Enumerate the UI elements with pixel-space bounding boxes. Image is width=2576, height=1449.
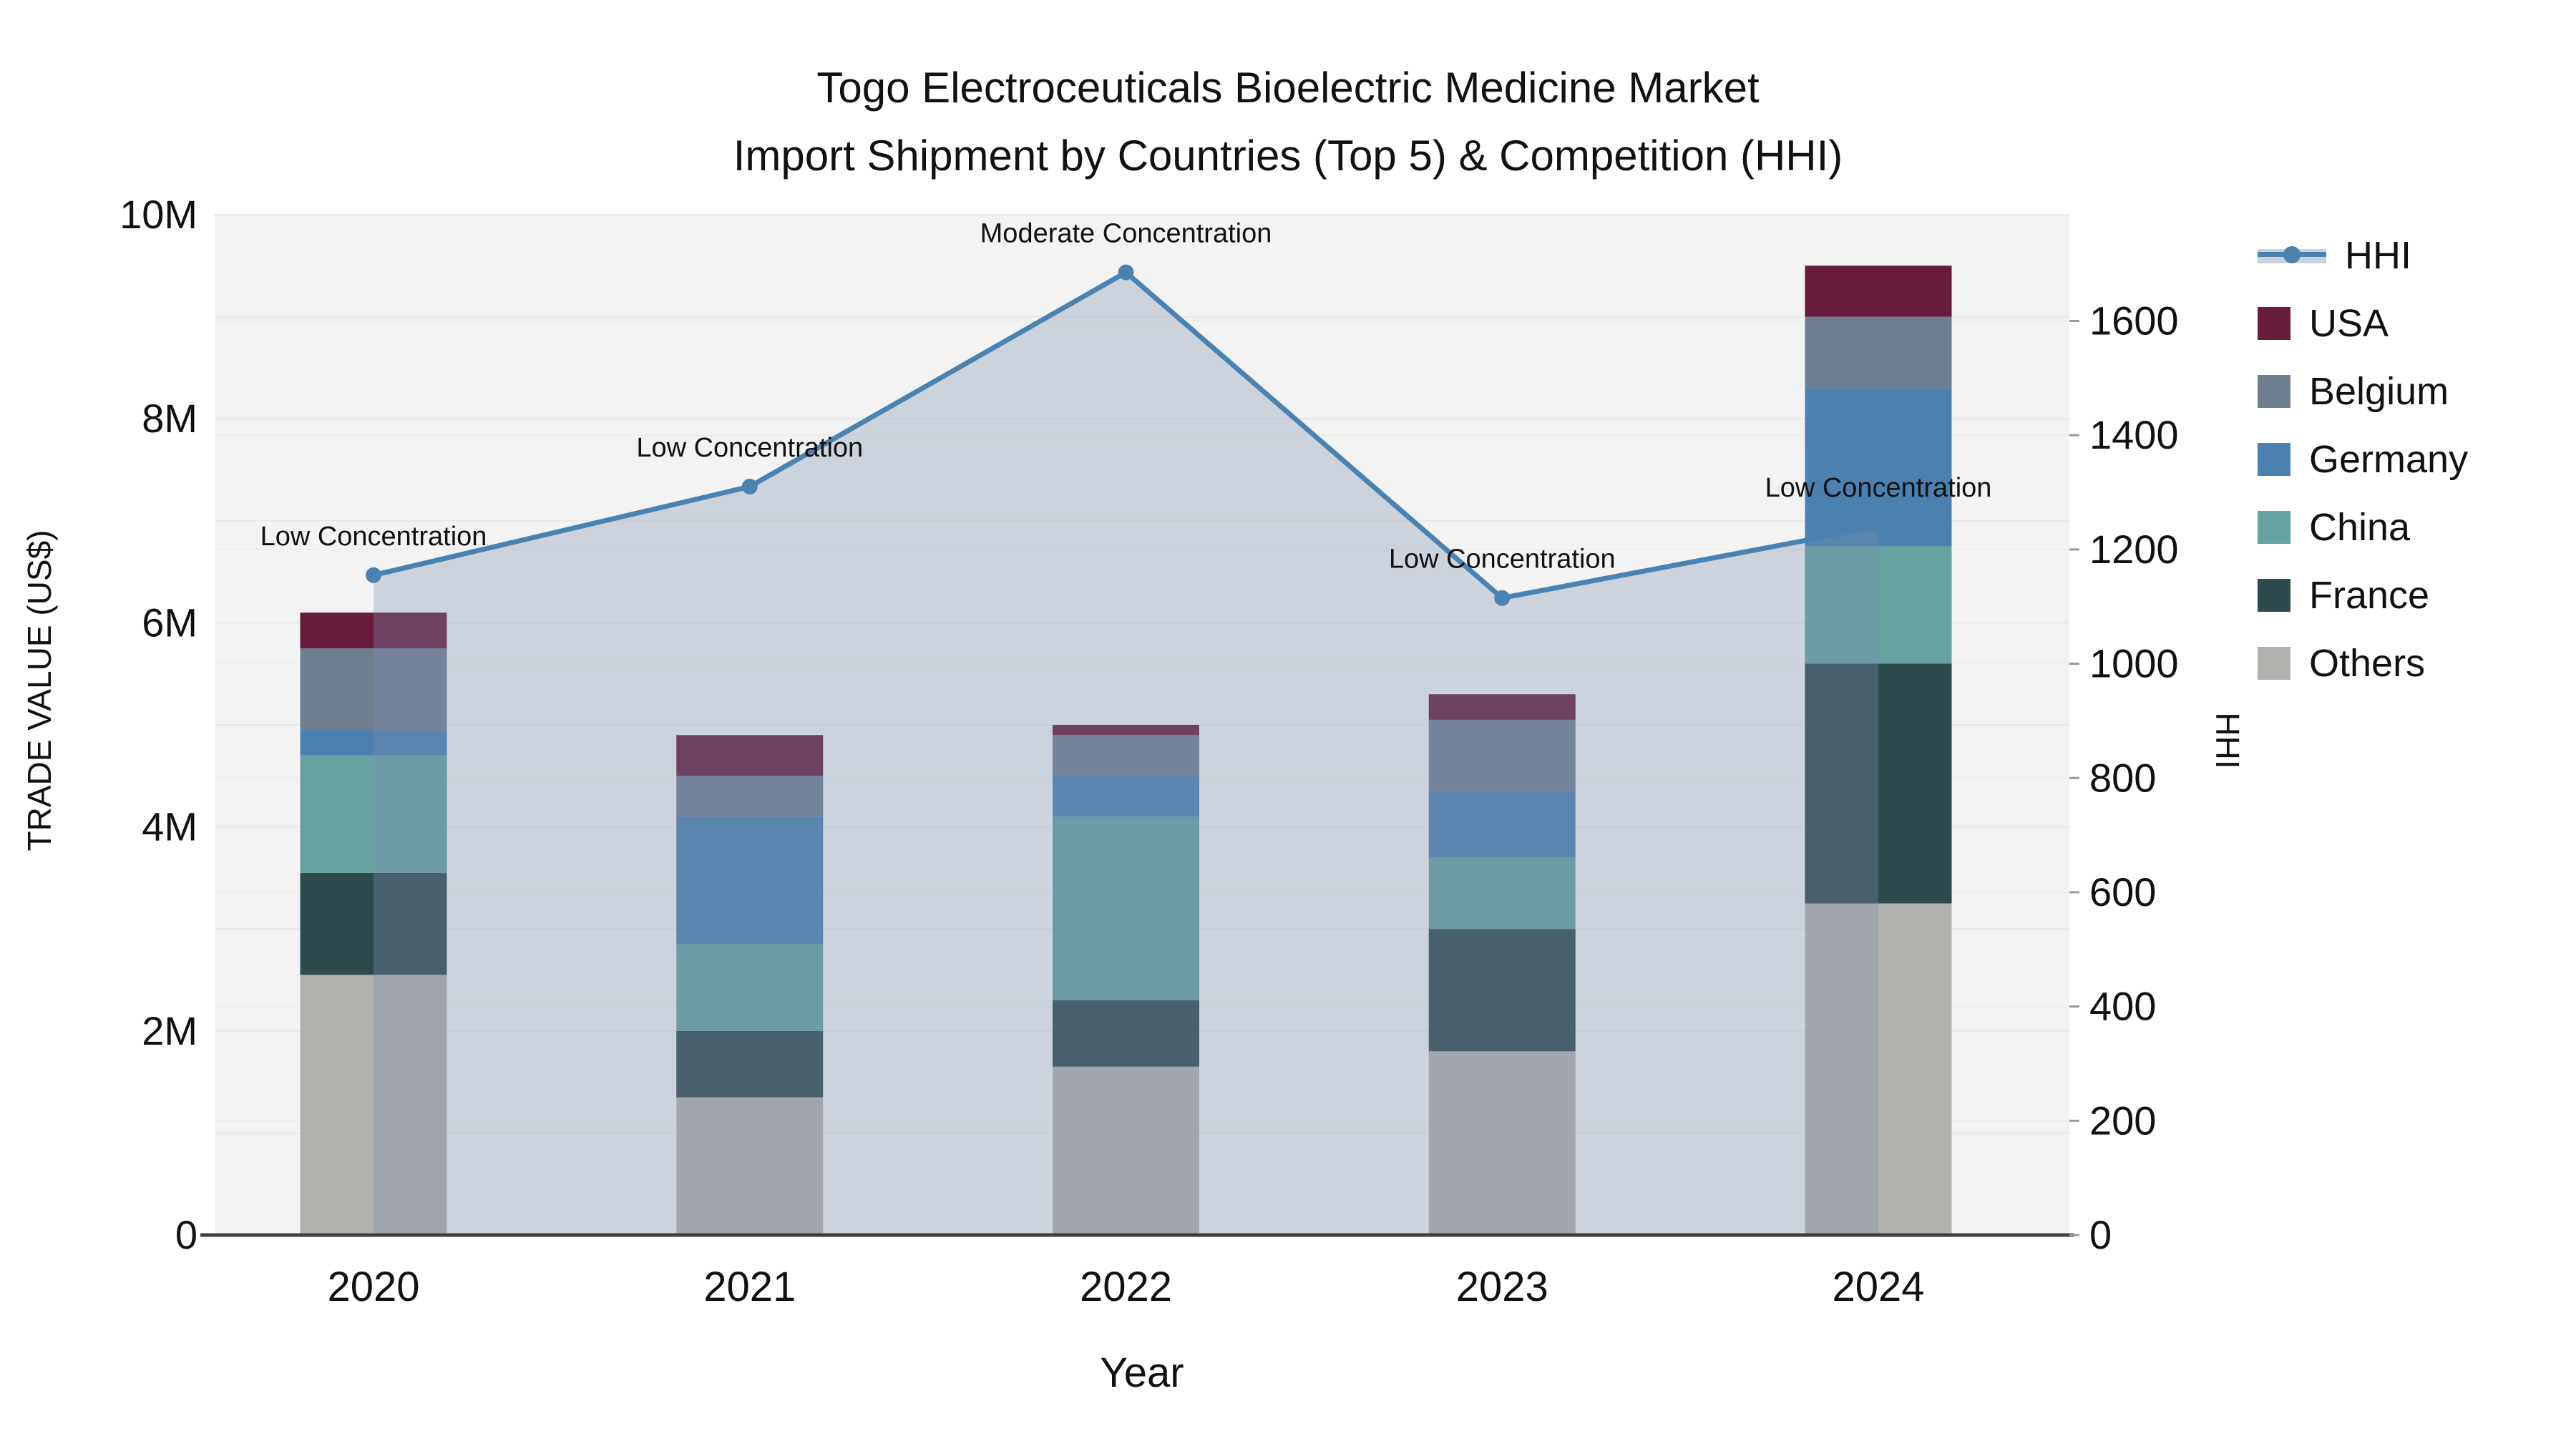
legend-hhi-line-icon (2258, 239, 2326, 272)
x-tick-label-2021: 2021 (703, 1264, 796, 1310)
x-tick-label-2024: 2024 (1832, 1264, 1924, 1310)
y-right-tick-label: 0 (2089, 1212, 2112, 1257)
y-left-tick-label: 4M (142, 804, 197, 849)
hhi-marker-2021 (741, 479, 758, 495)
legend-swatch-usa (2258, 307, 2290, 340)
bar-segment-2022-france (1053, 1000, 1199, 1067)
bar-segment-2021-germany (676, 816, 824, 945)
bar-segment-2023-china (1428, 857, 1576, 930)
bar-segment-2020-france (300, 872, 447, 975)
bar-segment-2020-belgium (300, 648, 447, 731)
legend-swatch-others (2258, 647, 2290, 680)
hhi-marker-2022 (1118, 264, 1134, 280)
legend-swatch-china (2258, 511, 2290, 544)
y-right-tick-label: 1000 (2089, 641, 2179, 686)
legend-label-belgium: Belgium (2309, 370, 2449, 413)
x-axis-title: Year (1100, 1350, 1184, 1396)
bar-segment-2023-usa (1428, 694, 1576, 720)
annotation-2022: Moderate Concentration (980, 219, 1272, 249)
legend-item-china[interactable]: China (2258, 506, 2468, 549)
legend-label-usa: USA (2309, 302, 2389, 345)
bar-segment-2020-usa (300, 613, 447, 649)
bar-segment-2022-others (1053, 1066, 1199, 1235)
y-left-tick-label: 6M (142, 600, 197, 645)
x-tick-label-2022: 2022 (1080, 1264, 1172, 1310)
legend: HHI USA Belgium Germany China France Others (2258, 234, 2469, 685)
bar-segment-2024-china (1805, 546, 1952, 664)
y-left-tick-label: 8M (142, 396, 197, 441)
y-axis-title-left: TRADE VALUE (US$) (21, 530, 58, 852)
y-left-tick-label: 2M (142, 1008, 197, 1053)
bar-segment-2022-belgium (1053, 735, 1199, 776)
legend-item-usa[interactable]: USA (2258, 302, 2468, 345)
y-right-tick-label: 800 (2089, 755, 2156, 800)
legend-item-others[interactable]: Others (2258, 642, 2468, 685)
bar-segment-2022-usa (1053, 725, 1199, 736)
chart-title-line2: Import Shipment by Countries (Top 5) & C… (733, 132, 1843, 180)
bar-segment-2024-belgium (1805, 316, 1952, 389)
legend-swatch-belgium (2258, 375, 2290, 408)
bar-segment-2023-france (1428, 929, 1576, 1052)
hhi-marker-2020 (366, 567, 381, 583)
hhi-marker-2024 (1870, 518, 1886, 535)
legend-item-belgium[interactable]: Belgium (2258, 370, 2468, 413)
bar-segment-2024-france (1805, 663, 1952, 904)
x-tick-label-2020: 2020 (327, 1264, 419, 1310)
bar-segment-2021-china (676, 944, 824, 1031)
bar-segment-2022-china (1053, 816, 1199, 1001)
x-tick-label-2023: 2023 (1456, 1264, 1548, 1310)
hhi-area-fill (374, 272, 1878, 1236)
y-right-tick-label: 600 (2089, 869, 2156, 914)
bar-segment-2024-others (1805, 903, 1952, 1235)
legend-item-hhi[interactable]: HHI (2258, 234, 2468, 277)
bar-segment-2023-germany (1428, 791, 1576, 858)
legend-label-hhi: HHI (2345, 234, 2411, 277)
y-left-tick-label: 10M (119, 192, 197, 237)
bar-segment-2021-others (676, 1097, 824, 1235)
y-right-tick-label: 1600 (2089, 298, 2179, 343)
y-right-tick-label: 1400 (2089, 412, 2179, 457)
annotation-2020: Low Concentration (260, 522, 487, 552)
y-axis-title-right: HHI (2209, 712, 2246, 769)
legend-label-china: China (2309, 506, 2411, 549)
bar-segment-2020-china (300, 755, 447, 873)
legend-label-germany: Germany (2309, 438, 2469, 481)
bar-segment-2024-usa (1805, 265, 1952, 317)
y-right-tick-label: 1200 (2089, 527, 2179, 572)
bar-segment-2022-germany (1053, 776, 1199, 817)
y-right-tick-label: 400 (2089, 984, 2156, 1029)
legend-swatch-france (2258, 579, 2290, 612)
hhi-marker-2023 (1494, 590, 1511, 606)
bar-segment-2021-france (676, 1030, 824, 1098)
bar-segment-2023-others (1428, 1051, 1576, 1235)
legend-item-france[interactable]: France (2258, 574, 2468, 617)
chart-title: Togo Electroceuticals Bioelectric Medici… (429, 54, 2147, 190)
legend-hhi-dot (2283, 246, 2301, 263)
chart-title-line1: Togo Electroceuticals Bioelectric Medici… (816, 64, 1760, 112)
annotation-2021: Low Concentration (636, 433, 863, 463)
legend-swatch-germany (2258, 443, 2290, 476)
bar-segment-2021-belgium (676, 776, 824, 817)
bar-segment-2021-usa (676, 735, 824, 776)
annotation-2024: Low Concentration (1765, 473, 1992, 503)
bar-segment-2020-others (300, 975, 447, 1235)
annotation-2023: Low Concentration (1389, 545, 1616, 575)
y-left-tick-label: 0 (175, 1212, 197, 1257)
legend-label-france: France (2309, 574, 2430, 617)
bar-segment-2020-germany (300, 730, 447, 756)
legend-label-others: Others (2309, 642, 2426, 685)
y-right-tick-label: 200 (2089, 1098, 2156, 1143)
bar-segment-2023-belgium (1428, 719, 1576, 791)
legend-item-germany[interactable]: Germany (2258, 438, 2469, 481)
